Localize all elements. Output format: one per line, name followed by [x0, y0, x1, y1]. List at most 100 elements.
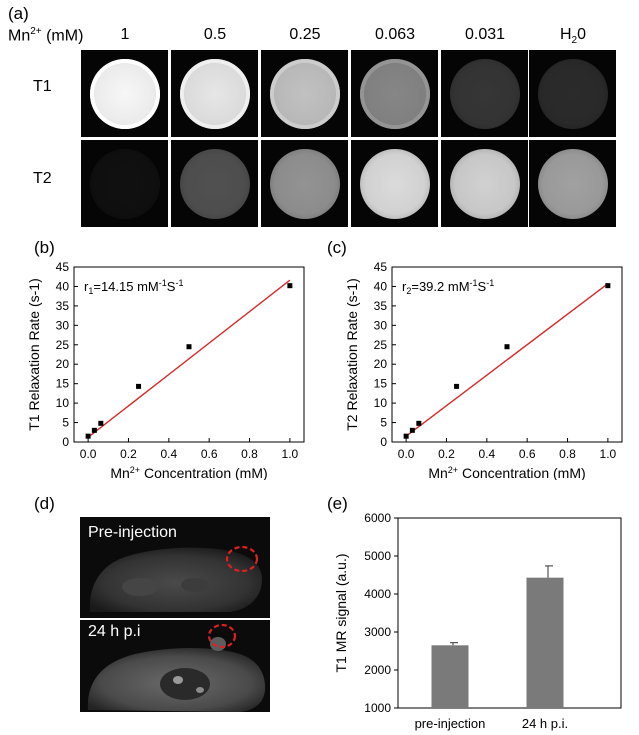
y-tick-label: 40	[374, 279, 388, 293]
concentration-label: 1	[81, 26, 169, 44]
concentration-header-label: Mn2+ (mM)	[8, 26, 83, 45]
plot-frame	[391, 266, 623, 443]
annotation-part: -1	[486, 278, 494, 288]
category-label: pre-injection	[415, 716, 486, 731]
fit-line	[87, 279, 291, 438]
y-tick-label: 45	[56, 260, 70, 274]
data-point	[403, 433, 409, 439]
y-tick-label: 5000	[364, 549, 391, 563]
tumor-circle-pre	[225, 545, 259, 573]
phantom-image-t2	[351, 140, 438, 227]
tumor-circle-24h	[207, 623, 237, 649]
water-subscript: 2	[571, 35, 578, 47]
slope-annotation: r1=14.15 mM-1S-1	[84, 278, 183, 296]
water-tail: 0	[577, 26, 587, 43]
y-tick-label: 15	[56, 377, 70, 391]
mouse-silhouette-24h	[87, 637, 266, 712]
mouse-image-24h: 24 h p.i	[80, 620, 270, 712]
data-point	[416, 420, 422, 426]
annotation-part: 1	[88, 286, 93, 296]
x-tick-label: 1.0	[600, 447, 617, 461]
phantom-image-t1	[81, 50, 168, 137]
phantom-image-t2	[441, 140, 528, 227]
concentration-value: 0.25	[289, 26, 321, 43]
mn-text: Mn	[8, 27, 31, 45]
slope-annotation: r2=39.2 mM-1S-1	[402, 278, 494, 296]
annotation-part: 2	[406, 286, 411, 296]
phantom-image-t1	[441, 50, 528, 137]
phantom-image-t1	[529, 50, 616, 137]
phantom-image-t2	[529, 140, 616, 227]
data-point	[91, 427, 97, 433]
concentration-value: 0.031	[464, 26, 506, 43]
phantom-disk	[359, 148, 430, 219]
y-tick-label: 25	[56, 338, 70, 352]
concentration-label: 0.063	[351, 26, 439, 44]
data-point	[98, 420, 104, 426]
annotation-part: =14.15 mM	[93, 279, 158, 294]
y-tick-label: 3000	[364, 625, 391, 639]
phantom-disk	[89, 148, 160, 219]
bar	[431, 645, 469, 708]
data-point	[454, 383, 460, 389]
y-tick-label: 25	[374, 338, 388, 352]
phantom-disk	[449, 58, 520, 129]
xlabel-part: 2+	[448, 465, 458, 475]
annotation-part: -1	[159, 278, 167, 288]
x-tick-label: 1.0	[282, 447, 299, 461]
phantom-disk	[269, 58, 340, 129]
x-tick-label: 0.0	[80, 447, 97, 461]
data-point	[287, 283, 293, 289]
y-tick-label: 30	[56, 318, 70, 332]
phantom-disk	[449, 148, 520, 219]
pre-injection-label: Pre-injection	[88, 524, 177, 541]
row-label-t2: T2	[33, 170, 52, 187]
y-tick-label: 2000	[364, 663, 391, 677]
y-axis-label: T2 Relaxation Rate (s-1)	[344, 278, 360, 431]
annotation-part: -1	[175, 278, 183, 288]
y-tick-label: 5	[380, 416, 387, 430]
concentration-label: 0.5	[171, 26, 259, 44]
panel-d-label: (d)	[34, 494, 55, 513]
phantom-image-t2	[81, 140, 168, 227]
phantom-disk	[179, 148, 250, 219]
concentration-label: 0.031	[441, 26, 529, 44]
24h-label: 24 h p.i	[88, 623, 141, 640]
data-point	[409, 427, 415, 433]
y-axis-label: T1 Relaxation Rate (s-1)	[26, 278, 42, 431]
phantom-image-t2	[261, 140, 348, 227]
x-tick-label: 0.8	[241, 447, 258, 461]
fit-line	[405, 283, 609, 437]
phantom-disk	[89, 58, 160, 129]
mouse-image-pre-injection: Pre-injection	[80, 517, 270, 618]
x-tick-label: 0.2	[120, 447, 137, 461]
xlabel-part: Concentration (mM)	[458, 465, 586, 480]
xlabel-part: 2+	[130, 465, 140, 475]
xlabel-part: Mn	[428, 465, 447, 480]
plot-frame	[397, 517, 622, 709]
plot-frame	[73, 266, 305, 443]
y-tick-label: 20	[56, 357, 70, 371]
mm-unit: (mM)	[41, 27, 84, 45]
t1-mr-signal-bar-chart: 1000 2000 3000 4000 5000 6000 pre-injection 24 …	[333, 511, 622, 731]
y-tick-label: 45	[374, 260, 388, 274]
panel-a-label: (a)	[8, 4, 29, 23]
x-tick-label: 0.4	[160, 447, 177, 461]
concentration-label: H20	[529, 26, 617, 46]
y-axis-label: T1 MR signal (a.u.)	[333, 553, 349, 672]
data-point	[186, 344, 192, 350]
panel-b-label: (b)	[34, 238, 55, 257]
data-point	[504, 344, 510, 350]
concentration-value: 0.5	[203, 26, 227, 43]
y-tick-label: 35	[374, 299, 388, 313]
mouse-silhouette-pre	[89, 547, 263, 612]
annotation-part: =39.2 mM	[411, 279, 469, 294]
annotation-part: S	[167, 279, 176, 294]
x-tick-label: 0.8	[559, 447, 576, 461]
y-tick-label: 10	[56, 396, 70, 410]
y-tick-label: 0	[62, 435, 69, 449]
y-tick-label: 1000	[364, 701, 391, 715]
panel-c-label: (c)	[327, 238, 347, 257]
t1-relaxation-chart: 0.0 0.2 0.4 0.6 0.8 1.0 0 5 10 15 20 25 30 35 40 45 r1=1…	[26, 260, 305, 480]
bar	[526, 577, 564, 708]
